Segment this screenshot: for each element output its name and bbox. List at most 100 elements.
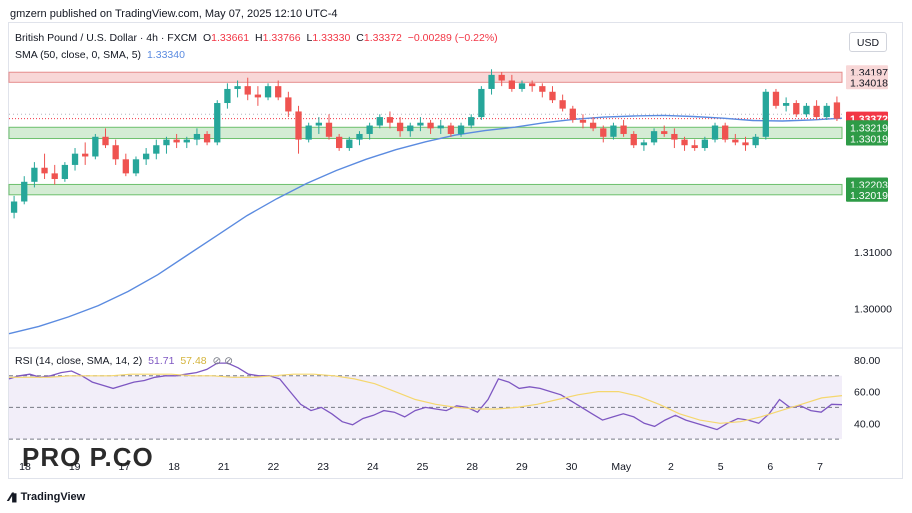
candle [10, 195, 18, 219]
x-tick-label: 19 [69, 461, 81, 473]
candle-body [325, 122, 333, 137]
candle [102, 128, 109, 149]
candle [478, 86, 485, 120]
candle-body [671, 133, 678, 140]
candle-body [640, 142, 648, 146]
candle [630, 131, 637, 149]
candle-body [305, 125, 312, 140]
candle-body [782, 103, 790, 106]
candle [305, 122, 312, 143]
candle [549, 86, 556, 104]
candle [457, 122, 465, 137]
candle-body [234, 86, 241, 89]
candle-body [132, 159, 140, 174]
candle-body [457, 125, 465, 134]
chart-frame [8, 22, 903, 479]
candle [793, 100, 800, 118]
candle [589, 117, 597, 132]
candle-body [203, 133, 211, 143]
candle-body [518, 83, 526, 89]
candle [417, 117, 424, 132]
candle [650, 128, 658, 146]
rsi-pane: 80.00 60.00 40.00 [8, 347, 903, 440]
candle [254, 86, 262, 106]
candle [488, 69, 495, 95]
price-axis: 1.300001.310001.341971.340181.3337249:06… [846, 65, 892, 315]
sma-layer [8, 114, 843, 335]
axis-badge-bg [846, 120, 888, 135]
rsi-legend: RSI (14, close, SMA, 14, 2) 51.71 57.48 … [15, 355, 233, 367]
candle [823, 103, 830, 120]
candle [31, 162, 38, 188]
candle-body [315, 122, 322, 126]
candle-body [224, 88, 231, 104]
change-value: −0.00289 (−0.22%) [407, 32, 498, 44]
candle [163, 136, 170, 154]
candle [579, 114, 587, 129]
candle [214, 100, 221, 146]
symbol-title[interactable]: British Pound / U.S. Dollar · 4h · FXCM [15, 32, 198, 44]
axis-badge-support: 1.33019 [846, 131, 888, 146]
candle [529, 80, 536, 92]
footer-brand-text: TradingView [20, 491, 86, 503]
candle-body [173, 139, 180, 143]
sma-legend: SMA (50, close, 0, SMA, 5) 1.33340 [15, 49, 185, 61]
candle [833, 96, 841, 122]
candle [752, 133, 759, 149]
candle [468, 114, 475, 129]
candle-body [31, 167, 38, 182]
axis-badge-bg [846, 75, 888, 90]
candle [275, 80, 282, 101]
candle-body [163, 139, 170, 146]
candle-body [336, 136, 343, 149]
candle [813, 100, 820, 120]
axis-badge-text: 1.33219 [850, 122, 888, 134]
zone-resistance [8, 71, 843, 83]
watermark-logo: PRO P.CO [22, 442, 154, 472]
candle-body [722, 125, 729, 140]
candle [620, 119, 627, 137]
candle-body [427, 122, 434, 129]
candle [539, 83, 546, 98]
rsi-value: 51.71 [148, 355, 175, 367]
candle [762, 88, 769, 140]
candle-body [701, 139, 709, 149]
candle-body [539, 86, 546, 92]
high-value: 1.33766 [262, 32, 301, 44]
candle-body [620, 125, 627, 134]
axis-badge-bg [846, 131, 888, 146]
candle-body [752, 136, 759, 146]
price-zones [8, 71, 843, 196]
candle [132, 156, 140, 177]
candle [183, 136, 190, 149]
candle [447, 122, 455, 137]
candle-body [275, 86, 282, 98]
candle-body [447, 125, 455, 134]
candle-body [600, 128, 607, 137]
candle [193, 128, 201, 146]
candle-body [681, 139, 688, 146]
candle-body [488, 74, 495, 89]
candle-body [41, 167, 48, 174]
candle [173, 133, 180, 149]
sma-label[interactable]: SMA (50, close, 0, SMA, 5) [15, 49, 142, 61]
candle-body [122, 159, 129, 174]
candle-body [61, 164, 69, 179]
candle [661, 125, 668, 137]
currency-selector[interactable]: USD [849, 32, 887, 52]
rsi-y-tick: 60.00 [854, 387, 880, 399]
candle-body [833, 102, 841, 119]
candle [376, 114, 383, 129]
candle [803, 103, 810, 118]
axis-badge-text: 1.32019 [850, 190, 888, 202]
candle-body [589, 122, 597, 129]
zone-support-lower [8, 183, 843, 196]
candle [315, 117, 322, 134]
rsi-line [8, 362, 843, 431]
candle-body [386, 117, 394, 123]
candle-body [610, 125, 617, 137]
rsi-label[interactable]: RSI (14, close, SMA, 14, 2) [15, 355, 143, 367]
candle [112, 139, 119, 165]
footer-brand[interactable]: ⁄⁄▮ TradingView [9, 490, 85, 504]
